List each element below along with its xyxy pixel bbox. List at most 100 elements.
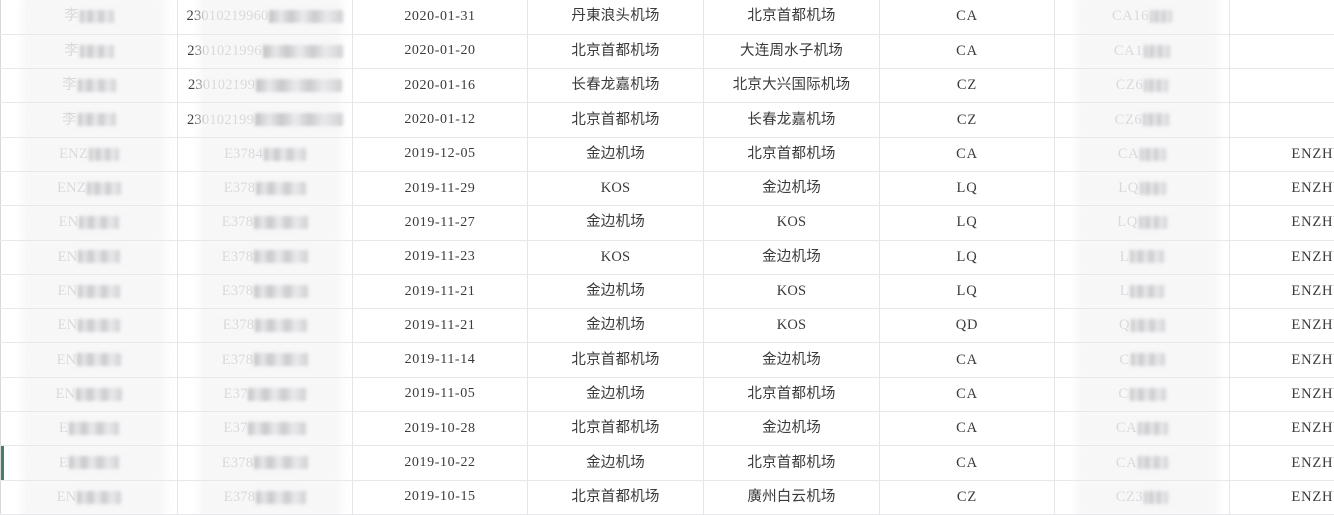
cell-flight-number[interactable]: CZ3 bbox=[1055, 480, 1230, 514]
cell-arrival-airport[interactable]: 北京大兴国际机场 bbox=[704, 69, 880, 103]
cell-date[interactable]: 2020-01-31 bbox=[353, 0, 528, 34]
cell-name[interactable]: EN bbox=[1, 206, 178, 240]
cell-airline-code[interactable]: LQ bbox=[880, 274, 1055, 308]
cell-departure-airport[interactable]: 金边机场 bbox=[528, 309, 704, 343]
cell-id-number[interactable]: E378 bbox=[178, 480, 353, 514]
cell-id-number[interactable]: E37 bbox=[178, 377, 353, 411]
cell-airline-code[interactable]: CZ bbox=[880, 103, 1055, 137]
cell-name[interactable]: EN bbox=[1, 480, 178, 514]
cell-name[interactable]: EN bbox=[1, 377, 178, 411]
cell-id-number[interactable]: E378 bbox=[178, 240, 353, 274]
cell-departure-airport[interactable]: 北京首都机场 bbox=[528, 480, 704, 514]
cell-name[interactable]: 李 bbox=[1, 103, 178, 137]
cell-departure-airport[interactable]: 北京首都机场 bbox=[528, 343, 704, 377]
cell-agent[interactable]: ENZHU bbox=[1230, 240, 1334, 274]
cell-arrival-airport[interactable]: 北京首都机场 bbox=[704, 446, 880, 480]
cell-airline-code[interactable]: CA bbox=[880, 446, 1055, 480]
cell-airline-code[interactable]: LQ bbox=[880, 171, 1055, 205]
cell-arrival-airport[interactable]: 金边机场 bbox=[704, 171, 880, 205]
cell-airline-code[interactable]: LQ bbox=[880, 240, 1055, 274]
cell-date[interactable]: 2019-12-05 bbox=[353, 137, 528, 171]
cell-departure-airport[interactable]: 北京首都机场 bbox=[528, 412, 704, 446]
cell-agent[interactable]: ENZHU bbox=[1230, 137, 1334, 171]
cell-date[interactable]: 2020-01-12 bbox=[353, 103, 528, 137]
cell-id-number[interactable]: E3784 bbox=[178, 137, 353, 171]
cell-date[interactable]: 2019-11-21 bbox=[353, 274, 528, 308]
cell-date[interactable]: 2019-10-15 bbox=[353, 480, 528, 514]
cell-departure-airport[interactable]: KOS bbox=[528, 240, 704, 274]
cell-arrival-airport[interactable]: 大连周水子机场 bbox=[704, 34, 880, 68]
cell-agent[interactable] bbox=[1230, 103, 1334, 137]
cell-departure-airport[interactable]: 金边机场 bbox=[528, 274, 704, 308]
cell-flight-number[interactable]: CA bbox=[1055, 446, 1230, 480]
cell-agent[interactable] bbox=[1230, 69, 1334, 103]
cell-date[interactable]: 2019-11-05 bbox=[353, 377, 528, 411]
cell-arrival-airport[interactable]: 金边机场 bbox=[704, 412, 880, 446]
cell-date[interactable]: 2020-01-20 bbox=[353, 34, 528, 68]
cell-airline-code[interactable]: CA bbox=[880, 34, 1055, 68]
cell-id-number[interactable]: E378 bbox=[178, 274, 353, 308]
cell-flight-number[interactable]: LQ bbox=[1055, 206, 1230, 240]
cell-departure-airport[interactable]: 金边机场 bbox=[528, 377, 704, 411]
cell-agent[interactable]: ENZHU bbox=[1230, 377, 1334, 411]
cell-departure-airport[interactable]: 长春龙嘉机场 bbox=[528, 69, 704, 103]
cell-id-number[interactable]: 23010219960 bbox=[178, 0, 353, 34]
cell-name[interactable]: 李 bbox=[1, 34, 178, 68]
cell-name[interactable]: E bbox=[1, 446, 178, 480]
cell-arrival-airport[interactable]: 金边机场 bbox=[704, 240, 880, 274]
cell-date[interactable]: 2019-11-23 bbox=[353, 240, 528, 274]
cell-arrival-airport[interactable]: KOS bbox=[704, 309, 880, 343]
cell-id-number[interactable]: E37 bbox=[178, 412, 353, 446]
cell-id-number[interactable]: E378 bbox=[178, 171, 353, 205]
cell-name[interactable]: EN bbox=[1, 309, 178, 343]
cell-id-number[interactable]: 2301021996 bbox=[178, 34, 353, 68]
cell-airline-code[interactable]: CZ bbox=[880, 69, 1055, 103]
cell-agent[interactable]: ENZHU bbox=[1230, 206, 1334, 240]
cell-id-number[interactable]: E378 bbox=[178, 309, 353, 343]
cell-date[interactable]: 2019-10-28 bbox=[353, 412, 528, 446]
cell-flight-number[interactable]: C bbox=[1055, 377, 1230, 411]
cell-flight-number[interactable]: CZ6 bbox=[1055, 103, 1230, 137]
cell-agent[interactable]: ENZHU bbox=[1230, 446, 1334, 480]
cell-departure-airport[interactable]: 金边机场 bbox=[528, 206, 704, 240]
cell-id-number[interactable]: 230102199 bbox=[178, 69, 353, 103]
cell-departure-airport[interactable]: 丹東浪头机场 bbox=[528, 0, 704, 34]
cell-name[interactable]: E bbox=[1, 412, 178, 446]
cell-id-number[interactable]: 230102199 bbox=[178, 103, 353, 137]
cell-departure-airport[interactable]: 金边机场 bbox=[528, 446, 704, 480]
cell-name[interactable]: EN bbox=[1, 240, 178, 274]
cell-name[interactable]: ENZ bbox=[1, 171, 178, 205]
cell-flight-number[interactable]: CA1 bbox=[1055, 34, 1230, 68]
cell-arrival-airport[interactable]: 长春龙嘉机场 bbox=[704, 103, 880, 137]
cell-airline-code[interactable]: CA bbox=[880, 137, 1055, 171]
cell-flight-number[interactable]: CA bbox=[1055, 412, 1230, 446]
cell-agent[interactable]: ENZHU bbox=[1230, 171, 1334, 205]
cell-flight-number[interactable]: CZ6 bbox=[1055, 69, 1230, 103]
cell-agent[interactable]: ENZHU bbox=[1230, 274, 1334, 308]
cell-airline-code[interactable]: CA bbox=[880, 412, 1055, 446]
cell-arrival-airport[interactable]: 金边机场 bbox=[704, 343, 880, 377]
cell-flight-number[interactable]: LQ bbox=[1055, 171, 1230, 205]
cell-flight-number[interactable]: C bbox=[1055, 343, 1230, 377]
cell-agent[interactable]: ENZHU bbox=[1230, 343, 1334, 377]
cell-flight-number[interactable]: CA bbox=[1055, 137, 1230, 171]
cell-departure-airport[interactable]: 金边机场 bbox=[528, 137, 704, 171]
cell-airline-code[interactable]: CZ bbox=[880, 480, 1055, 514]
cell-flight-number[interactable]: Q bbox=[1055, 309, 1230, 343]
cell-id-number[interactable]: E378 bbox=[178, 206, 353, 240]
cell-airline-code[interactable]: QD bbox=[880, 309, 1055, 343]
cell-agent[interactable]: ENZHU bbox=[1230, 480, 1334, 514]
cell-airline-code[interactable]: LQ bbox=[880, 206, 1055, 240]
